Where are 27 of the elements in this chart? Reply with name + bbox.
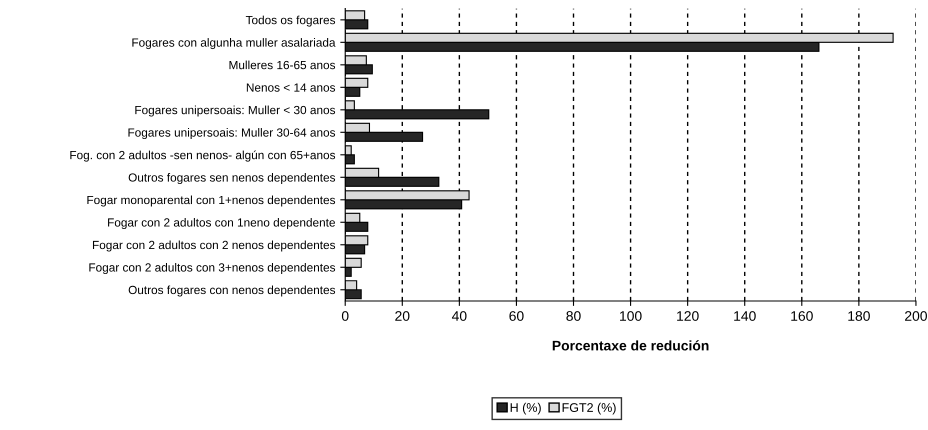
legend-label: H (%) — [510, 402, 541, 414]
y-tick-label: Fogar con 2 adultos con 1neno dependente — [108, 218, 335, 230]
y-tick-label: Todos os fogares — [246, 16, 336, 27]
x-tick-label: 200 — [905, 311, 927, 321]
y-tick-label: Outros fogares sen nenos dependentes — [128, 173, 336, 184]
legend-label: FGT2 (%) — [562, 402, 616, 414]
y-tick-label: Nenos < 14 anos — [246, 83, 336, 92]
x-tick-label: 180 — [848, 311, 870, 321]
x-axis-title: Porcentaxe de redución — [552, 340, 708, 351]
x-tick-label: 80 — [566, 311, 581, 321]
x-tick-label: 100 — [620, 311, 642, 321]
y-tick-label: Outros fogares con nenos dependentes — [128, 285, 336, 296]
y-tick-label: Fog. con 2 adultos -sen nenos- algún con 65+anos — [70, 150, 336, 162]
x-tick-label: 120 — [677, 311, 699, 321]
x-tick-label: 60 — [509, 311, 524, 321]
x-tick-label: 20 — [395, 311, 410, 321]
y-tick-label: Fogares con algunha muller asalariada — [132, 38, 336, 50]
y-tick-label: Fogares unipersoais: Muller 30-64 anos — [128, 128, 336, 140]
x-tick-label: 160 — [791, 311, 813, 321]
x-tick-label: 40 — [452, 311, 467, 321]
x-tick-label: 140 — [734, 311, 756, 321]
x-tick-label: 0 — [342, 311, 349, 321]
y-tick-label: Fogar monoparental con 1+nenos dependentes — [87, 196, 336, 207]
y-tick-label: Fogar con 2 adultos con 2 nenos dependentes — [92, 240, 336, 252]
y-tick-label: Mulleres 16-65 anos — [230, 60, 336, 70]
y-tick-label: Fogares unipersoais: Muller < 30 anos — [135, 106, 336, 117]
y-tick-label: Fogar con 2 adultos con 3+nenos dependentes — [89, 262, 336, 274]
